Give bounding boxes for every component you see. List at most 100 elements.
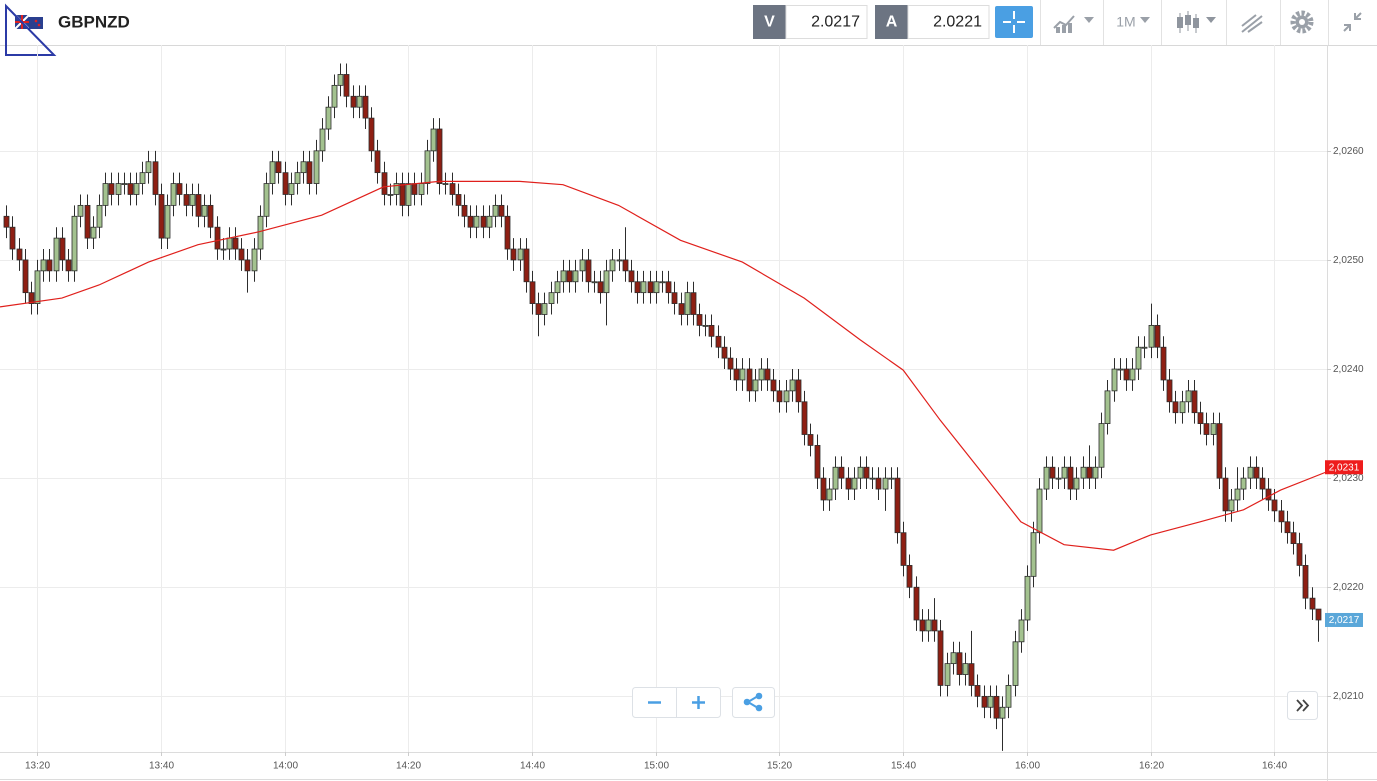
candle-body xyxy=(919,619,926,632)
candle-body xyxy=(319,128,326,152)
candle-body xyxy=(263,183,270,217)
candle-body xyxy=(1216,423,1223,479)
candle-body xyxy=(628,270,635,283)
candle-body xyxy=(1302,565,1309,599)
candle-body xyxy=(597,281,604,294)
candle-body xyxy=(950,652,957,665)
candle-body xyxy=(826,488,833,501)
candle-body xyxy=(1123,368,1130,381)
candle-body xyxy=(820,477,827,501)
chart-type-button[interactable] xyxy=(1177,11,1216,33)
caret xyxy=(1140,17,1150,23)
candle-body xyxy=(653,281,660,294)
candle-body xyxy=(226,237,233,250)
candle-body xyxy=(882,477,889,490)
candle-body xyxy=(993,695,1000,719)
candle-body xyxy=(696,314,703,326)
candle-body xyxy=(127,183,134,195)
buy-price: 2.0221 xyxy=(933,14,982,31)
candle-body xyxy=(158,194,165,239)
sell-button[interactable] xyxy=(753,5,786,39)
candle-body xyxy=(875,477,882,490)
candle-body xyxy=(974,685,981,697)
candle-body xyxy=(789,379,796,392)
buy-price-box[interactable] xyxy=(907,5,990,39)
candle-body xyxy=(770,379,777,392)
candle-body xyxy=(96,204,103,228)
candle-body xyxy=(214,226,221,250)
y-tick-label: 2,0220 xyxy=(1333,582,1364,593)
candle-body xyxy=(1228,499,1235,512)
crosshair-button[interactable] xyxy=(995,6,1033,38)
candle-body xyxy=(579,259,586,272)
x-tick-label: 16:00 xyxy=(1015,761,1040,772)
candle-body xyxy=(1024,575,1031,621)
candle-body xyxy=(90,226,97,239)
candle-body xyxy=(634,281,641,294)
candle-body xyxy=(1253,466,1260,479)
sell-price-box[interactable] xyxy=(785,5,868,39)
candle-body xyxy=(863,466,870,479)
x-tick-label: 14:20 xyxy=(396,761,421,772)
candle-body xyxy=(381,172,388,195)
candle-body xyxy=(560,270,567,283)
candle-body xyxy=(758,368,765,381)
candle-body xyxy=(956,652,963,675)
candle-body xyxy=(541,303,548,315)
candle-body xyxy=(529,281,536,304)
settings-button[interactable] xyxy=(1290,10,1314,34)
candle-body xyxy=(1148,324,1155,348)
candle-body xyxy=(572,270,579,283)
x-tick-label: 14:40 xyxy=(520,761,545,772)
sell-label: V xyxy=(764,14,775,31)
candle-body xyxy=(102,183,109,206)
candle-body xyxy=(207,204,214,228)
candle-body xyxy=(585,259,592,283)
indicator-button[interactable] xyxy=(1053,15,1094,33)
candle-body xyxy=(9,226,16,250)
candle-body xyxy=(1166,379,1173,403)
axis-labels: 2,0210 2,0220 2,0230 2,0240 2,0250 2,0260 13:2… xyxy=(25,146,1364,772)
candle-body xyxy=(838,466,845,479)
candle-body xyxy=(498,204,505,217)
candle-body xyxy=(591,281,598,284)
candle-body xyxy=(1296,543,1303,566)
candle-body xyxy=(300,161,307,174)
candle-body xyxy=(1111,368,1118,392)
candle-body xyxy=(801,401,808,435)
candle-body xyxy=(331,84,338,108)
timeframe-button[interactable]: 1M xyxy=(1116,14,1150,30)
candle-body xyxy=(752,379,759,392)
buy-button[interactable] xyxy=(875,5,908,39)
candle-body xyxy=(1265,488,1272,501)
zoom-in-button[interactable] xyxy=(692,696,705,709)
price-tag xyxy=(1325,460,1363,475)
candle-body xyxy=(220,248,227,251)
timeframe: 1M xyxy=(1116,14,1135,30)
candle-body xyxy=(350,95,357,108)
candle-body xyxy=(121,183,128,185)
moving-average-layer xyxy=(0,180,1331,551)
candle-body xyxy=(294,172,301,184)
candle-body xyxy=(1018,619,1025,643)
candle-body xyxy=(1185,390,1192,403)
candle-body xyxy=(1222,477,1229,512)
candle-body xyxy=(1247,466,1254,479)
share-button[interactable] xyxy=(732,687,775,718)
candle-body xyxy=(46,259,53,272)
scroll-to-end-button[interactable] xyxy=(1287,691,1318,720)
candle-body xyxy=(1043,466,1050,490)
collapse-button[interactable] xyxy=(1343,12,1362,32)
candle-body xyxy=(368,117,375,152)
drawing-tools-button[interactable] xyxy=(1241,14,1263,33)
candle-body xyxy=(1197,412,1204,424)
x-tick-label: 14:00 xyxy=(273,761,298,772)
candle-body xyxy=(473,215,480,228)
candle-body xyxy=(1098,423,1105,468)
candle-body xyxy=(343,74,350,97)
candle-body xyxy=(981,695,988,708)
candle-body xyxy=(1055,477,1062,480)
candle-body xyxy=(275,161,282,174)
candle-body xyxy=(776,390,783,403)
